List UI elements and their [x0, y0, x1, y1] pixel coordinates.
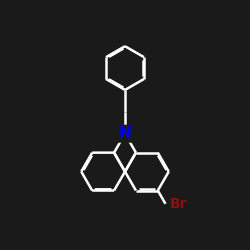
Text: Br: Br: [170, 197, 187, 211]
Text: N: N: [118, 126, 131, 141]
